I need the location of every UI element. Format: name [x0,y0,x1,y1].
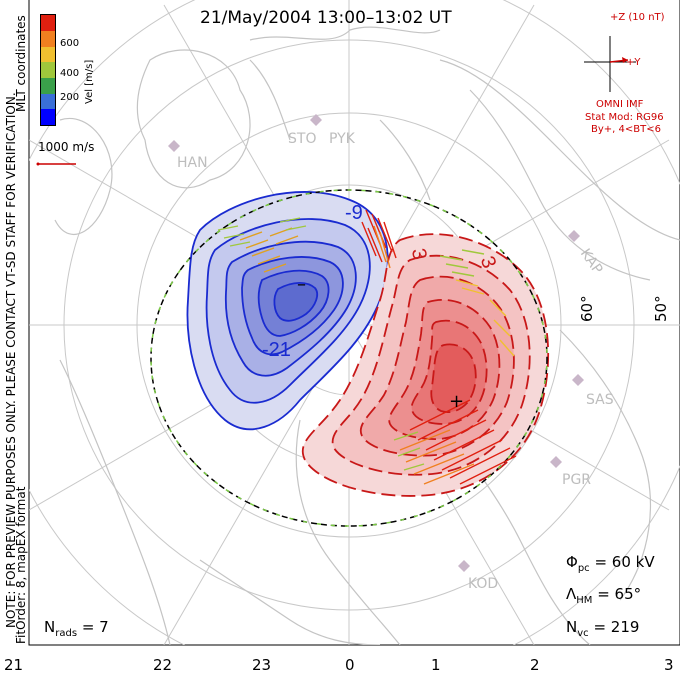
mlt-hour-23: 23 [252,656,272,674]
contour-label-3a: 3 [407,247,431,262]
colorbar-segment [41,47,55,62]
colorbar-segment [41,94,55,109]
coastlines [54,26,680,645]
n-rads-stat: Nrads = 7 [44,618,109,639]
mlt-hour-0: 0 [345,656,355,674]
mlt-hour-3: 3 [664,656,674,674]
mlt-hour-2: 2 [530,656,540,674]
map-title: 21/May/2004 13:00–13:02 UT [200,8,452,28]
station-markers [168,114,584,572]
vector-scale-label: 1000 m/s [38,140,95,154]
colorbar-segment [41,15,55,31]
colorbar-tick-600: 600 [60,38,80,49]
station-label-sas: SAS [586,392,614,408]
colorbar-segment [41,109,55,125]
plot-frame [28,0,680,646]
contour-label-neg9: -9 [345,202,363,224]
colorbar-segment [41,31,55,47]
colorbar-tick-400: 400 [60,68,80,79]
imf-source: OMNI IMF [596,99,644,110]
imf-y-label: +Y [626,57,641,68]
latitude-label-50: 50° [652,295,670,322]
imf-z-label: +Z (10 nT) [610,12,665,23]
n-vc-stat: Nvc = 219 [566,618,640,639]
velocity-colorbar [40,14,56,126]
mlt-hour-22: 22 [153,656,173,674]
contour-label-neg21: -21 [262,339,291,361]
station-label-han: HAN [177,155,208,171]
phi-pc-stat: Φpc = 60 kV [566,553,655,574]
station-label-kod: KOD [468,576,499,592]
imf-condition: By+, 4<BT<6 [591,124,661,135]
imf-clock [584,36,636,92]
hm-boundary-vectors [150,189,548,527]
station-label-pgr: PGR [562,472,592,488]
fit-order-note: FitOrder: 8, mapEX format [14,486,28,644]
mlt-hour-1: 1 [431,656,441,674]
latitude-label-60: 60° [578,295,596,322]
station-label-pyk: PYK [329,131,355,147]
mlt-hour-21: 21 [4,656,24,674]
potential-max-marker: + [449,391,464,412]
colorbar-segment [41,62,55,78]
colorbar-unit-label: Vel [m/s] [84,59,95,104]
imf-model: Stat Mod: RG96 [585,112,664,123]
potential-min-marker: – [297,274,306,295]
lambda-hm-stat: ΛHM = 65° [566,585,642,606]
velocity-vectors [217,209,517,485]
positive-potential-cell [301,233,550,497]
negative-potential-cell [186,191,389,431]
colorbar-tick-200: 200 [60,92,80,103]
station-label-sto: STO [288,131,317,147]
colorbar-segment [41,78,55,94]
